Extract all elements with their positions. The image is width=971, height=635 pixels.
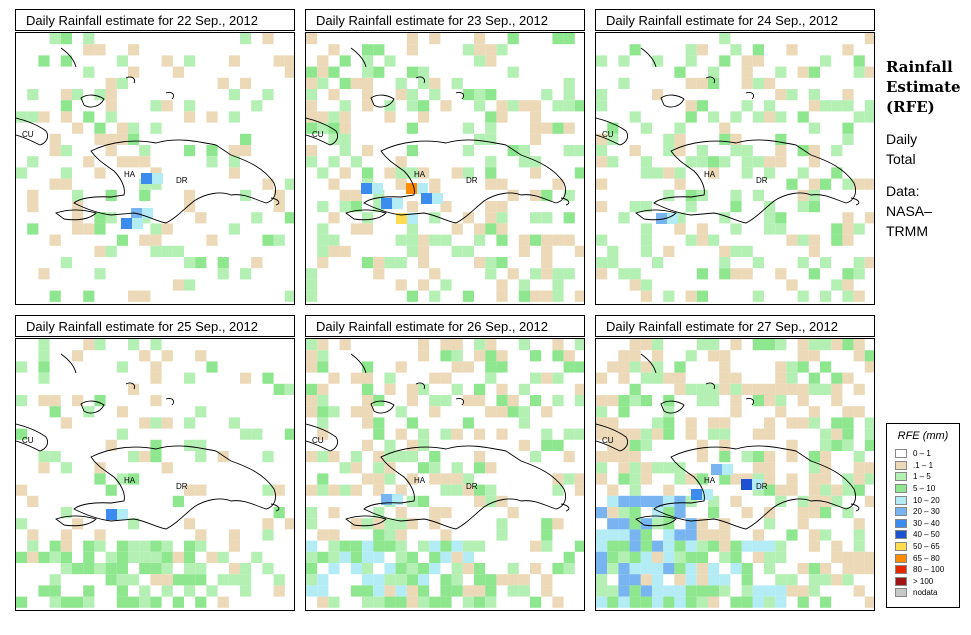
legend-item: 50 – 65 <box>887 541 959 553</box>
map-panel-25sep: Daily Rainfall estimate for 25 Sep., 201… <box>15 315 297 611</box>
legend-swatch <box>895 553 907 563</box>
map-canvas: CU HA DR <box>16 33 294 302</box>
legend-label: 0 – 1 <box>913 449 931 459</box>
rainfall-map: CU HA DR <box>595 32 875 305</box>
map-canvas: CU HA DR <box>306 33 584 302</box>
legend-swatch <box>895 576 907 586</box>
region-label: HA <box>414 170 426 179</box>
map-panel-23sep: Daily Rainfall estimate for 23 Sep., 201… <box>305 9 587 305</box>
legend-item: > 100 <box>887 576 959 588</box>
legend-item: 65 – 80 <box>887 552 959 564</box>
legend-swatch <box>895 484 907 494</box>
legend-label: > 100 <box>913 576 934 586</box>
legend-swatch <box>895 565 907 575</box>
rainfall-map: CU HA DR <box>305 32 585 305</box>
legend-swatch <box>895 518 907 528</box>
legend-label: 65 – 80 <box>913 553 940 563</box>
legend-label: nodata <box>913 588 938 598</box>
legend-label: 30 – 40 <box>913 518 940 528</box>
legend-item: 40 – 50 <box>887 529 959 541</box>
legend-label: .1 – 1 <box>913 460 934 470</box>
map-panel-22sep: Daily Rainfall estimate for 22 Sep., 201… <box>15 9 297 305</box>
region-label: DR <box>466 176 478 185</box>
caption-title-1: Rainfall <box>886 58 953 76</box>
region-label: DR <box>176 176 188 185</box>
legend-label: 80 – 100 <box>913 565 945 575</box>
panel-title: Daily Rainfall estimate for 22 Sep., 201… <box>15 9 295 31</box>
map-panel-26sep: Daily Rainfall estimate for 26 Sep., 201… <box>305 315 587 611</box>
legend-swatch <box>895 495 907 505</box>
region-label: DR <box>756 482 768 491</box>
legend-label: 10 – 20 <box>913 495 940 505</box>
legend-swatch <box>895 588 907 598</box>
panel-title: Daily Rainfall estimate for 27 Sep., 201… <box>595 315 875 337</box>
panel-title: Daily Rainfall estimate for 24 Sep., 201… <box>595 9 875 31</box>
legend-item: 80 – 100 <box>887 564 959 576</box>
caption-title-2: Estimate <box>886 78 961 96</box>
region-label: CU <box>602 130 614 139</box>
legend-item: nodata <box>887 587 959 599</box>
legend-label: 1 – 5 <box>913 472 931 482</box>
region-label: CU <box>312 436 324 445</box>
region-label: HA <box>124 476 136 485</box>
caption-data-label: Data: <box>886 183 920 199</box>
legend-item: .1 – 1 <box>887 460 959 472</box>
caption-total: Total <box>886 151 916 167</box>
map-canvas: CU HA DR <box>306 339 584 608</box>
region-label: DR <box>176 482 188 491</box>
rainfall-map: CU HA DR <box>305 338 585 611</box>
side-caption: Rainfall Estimate (RFE) Daily Total Data… <box>886 57 971 241</box>
legend-swatch <box>895 460 907 470</box>
legend-item: 0 – 1 <box>887 448 959 460</box>
panel-title: Daily Rainfall estimate for 23 Sep., 201… <box>305 9 585 31</box>
legend-swatch <box>895 542 907 552</box>
legend-item: 5 – 10 <box>887 483 959 495</box>
legend-swatch <box>895 472 907 482</box>
map-canvas: CU HA DR <box>596 33 874 302</box>
map-panel-27sep: Daily Rainfall estimate for 27 Sep., 201… <box>595 315 877 611</box>
rainfall-map: CU HA DR <box>15 338 295 611</box>
map-canvas: CU HA DR <box>596 339 874 608</box>
panel-title: Daily Rainfall estimate for 25 Sep., 201… <box>15 315 295 337</box>
rainfall-map: CU HA DR <box>15 32 295 305</box>
map-canvas: CU HA DR <box>16 339 294 608</box>
caption-source-1: NASA– <box>886 203 932 219</box>
legend-label: 50 – 65 <box>913 542 940 552</box>
map-panel-24sep: Daily Rainfall estimate for 24 Sep., 201… <box>595 9 877 305</box>
region-label: DR <box>756 176 768 185</box>
rainfall-map: CU HA DR <box>595 338 875 611</box>
region-label: CU <box>22 130 34 139</box>
region-label: CU <box>602 436 614 445</box>
legend-item: 10 – 20 <box>887 494 959 506</box>
legend-label: 5 – 10 <box>913 484 936 494</box>
caption-daily: Daily <box>886 131 918 147</box>
region-label: HA <box>704 170 716 179</box>
legend-item: 1 – 5 <box>887 471 959 483</box>
caption-title-3: (RFE) <box>886 98 935 116</box>
legend-item: 30 – 40 <box>887 518 959 530</box>
legend-swatch <box>895 507 907 517</box>
legend-swatch <box>895 530 907 540</box>
region-label: HA <box>704 476 716 485</box>
region-label: DR <box>466 482 478 491</box>
legend-label: 20 – 30 <box>913 507 940 517</box>
legend-title: RFE (mm) <box>897 430 949 442</box>
caption-source-2: TRMM <box>886 223 928 239</box>
legend-label: 40 – 50 <box>913 530 940 540</box>
region-label: CU <box>22 436 34 445</box>
legend-swatch <box>895 449 907 459</box>
region-label: HA <box>124 170 136 179</box>
panel-title: Daily Rainfall estimate for 26 Sep., 201… <box>305 315 585 337</box>
region-label: CU <box>312 130 324 139</box>
legend-item: 20 – 30 <box>887 506 959 518</box>
legend: RFE (mm) 0 – 1.1 – 1 1 – 5 5 – 10 10 – 20 20… <box>886 423 960 608</box>
region-label: HA <box>414 476 426 485</box>
